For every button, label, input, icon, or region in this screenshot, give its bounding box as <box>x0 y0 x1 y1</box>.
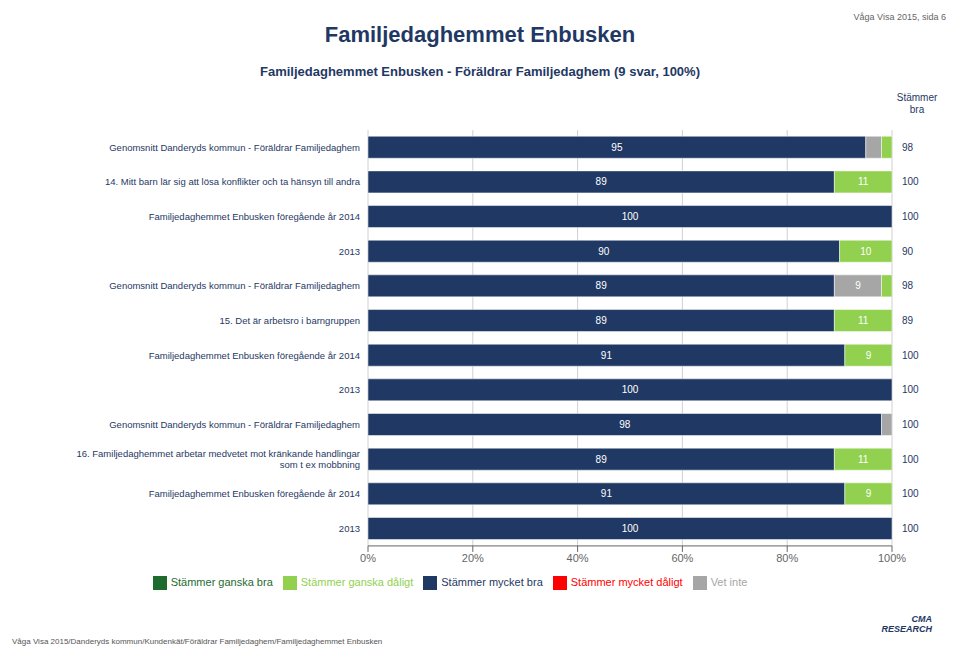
html-text:RESEARCH: RESEARCH <box>881 624 932 634</box>
svg-text:20%: 20% <box>462 552 484 564</box>
svg-text:100: 100 <box>902 419 919 430</box>
svg-text:90: 90 <box>902 246 914 257</box>
svg-text:100: 100 <box>902 176 919 187</box>
svg-text:11: 11 <box>858 176 869 187</box>
svg-text:100: 100 <box>622 384 639 395</box>
html-text:Stämmer ganska bra: Stämmer ganska bra <box>170 575 273 588</box>
svg-text:100: 100 <box>902 488 919 499</box>
svg-text:100: 100 <box>622 523 639 534</box>
svg-text:Familjedaghemmet Enbusken före: Familjedaghemmet Enbusken föregående år … <box>149 488 360 499</box>
svg-text:89: 89 <box>596 280 608 291</box>
svg-text:100: 100 <box>622 211 639 222</box>
svg-text:91: 91 <box>601 488 613 499</box>
svg-text:98: 98 <box>902 142 914 153</box>
svg-text:Genomsnitt Danderyds kommun -: Genomsnitt Danderyds kommun - Föräldrar … <box>109 419 360 430</box>
svg-text:90: 90 <box>598 246 610 257</box>
svg-text:Genomsnitt Danderyds kommun -: Genomsnitt Danderyds kommun - Föräldrar … <box>109 142 360 153</box>
svg-text:14. Mitt barn lär sig att lösa: 14. Mitt barn lär sig att lösa konflikte… <box>105 176 361 187</box>
svg-text:89: 89 <box>596 315 608 326</box>
svg-text:100: 100 <box>902 454 919 465</box>
svg-text:91: 91 <box>601 350 613 361</box>
html-text:Stämmer: Stämmer <box>896 92 938 103</box>
html-text:Stämmer mycket dåligt: Stämmer mycket dåligt <box>570 575 683 588</box>
svg-text:Genomsnitt Danderyds kommun -: Genomsnitt Danderyds kommun - Föräldrar … <box>109 280 360 291</box>
svg-text:9: 9 <box>866 488 872 499</box>
html-text:Stämmer ganska dåligt: Stämmer ganska dåligt <box>300 575 414 588</box>
html-text:Stämmer mycket bra: Stämmer mycket bra <box>441 575 543 588</box>
svg-text:80%: 80% <box>776 552 798 564</box>
svg-text:2013: 2013 <box>339 384 360 395</box>
svg-text:89: 89 <box>596 176 608 187</box>
svg-text:98: 98 <box>619 419 631 430</box>
html-text:bra: bra <box>909 104 925 115</box>
svg-text:Familjedaghemmet Enbusken före: Familjedaghemmet Enbusken föregående år … <box>149 211 360 222</box>
svg-text:2013: 2013 <box>339 246 360 257</box>
svg-text:95: 95 <box>611 142 623 153</box>
html-text:Vet inte: Vet inte <box>710 575 748 588</box>
svg-text:100: 100 <box>902 350 919 361</box>
svg-text:100: 100 <box>902 211 919 222</box>
svg-text:11: 11 <box>858 454 869 465</box>
svg-text:60%: 60% <box>671 552 693 564</box>
html-text:Familjedaghemmet Enbusken - Fö: Familjedaghemmet Enbusken - Föräldrar Fa… <box>260 64 700 79</box>
svg-text:100: 100 <box>902 523 919 534</box>
svg-text:15. Det är arbetsro i barngrup: 15. Det är arbetsro i barngruppen <box>220 315 360 326</box>
html-text:Våga Visa 2015/Danderyds kommu: Våga Visa 2015/Danderyds kommun/Kundenkä… <box>12 637 383 646</box>
svg-text:40%: 40% <box>567 552 589 564</box>
svg-text:9: 9 <box>866 350 872 361</box>
html-text:Våga Visa 2015, sida 6: Våga Visa 2015, sida 6 <box>853 12 946 22</box>
svg-text:10: 10 <box>860 246 872 257</box>
html-text:Familjedaghemmet Enbusken: Familjedaghemmet Enbusken <box>324 22 636 47</box>
svg-text:100%: 100% <box>878 552 906 564</box>
svg-text:0%: 0% <box>360 552 376 564</box>
svg-text:89: 89 <box>596 454 608 465</box>
svg-text:89: 89 <box>902 315 914 326</box>
svg-text:98: 98 <box>902 280 914 291</box>
html-text:CMA: CMA <box>911 614 932 624</box>
svg-text:16. Familjedaghemmet arbetar m: 16. Familjedaghemmet arbetar medvetet mo… <box>76 448 360 470</box>
svg-text:Familjedaghemmet Enbusken före: Familjedaghemmet Enbusken föregående år … <box>149 350 360 361</box>
svg-text:11: 11 <box>858 315 869 326</box>
svg-text:100: 100 <box>902 384 919 395</box>
svg-text:2013: 2013 <box>339 523 360 534</box>
svg-text:9: 9 <box>855 280 861 291</box>
